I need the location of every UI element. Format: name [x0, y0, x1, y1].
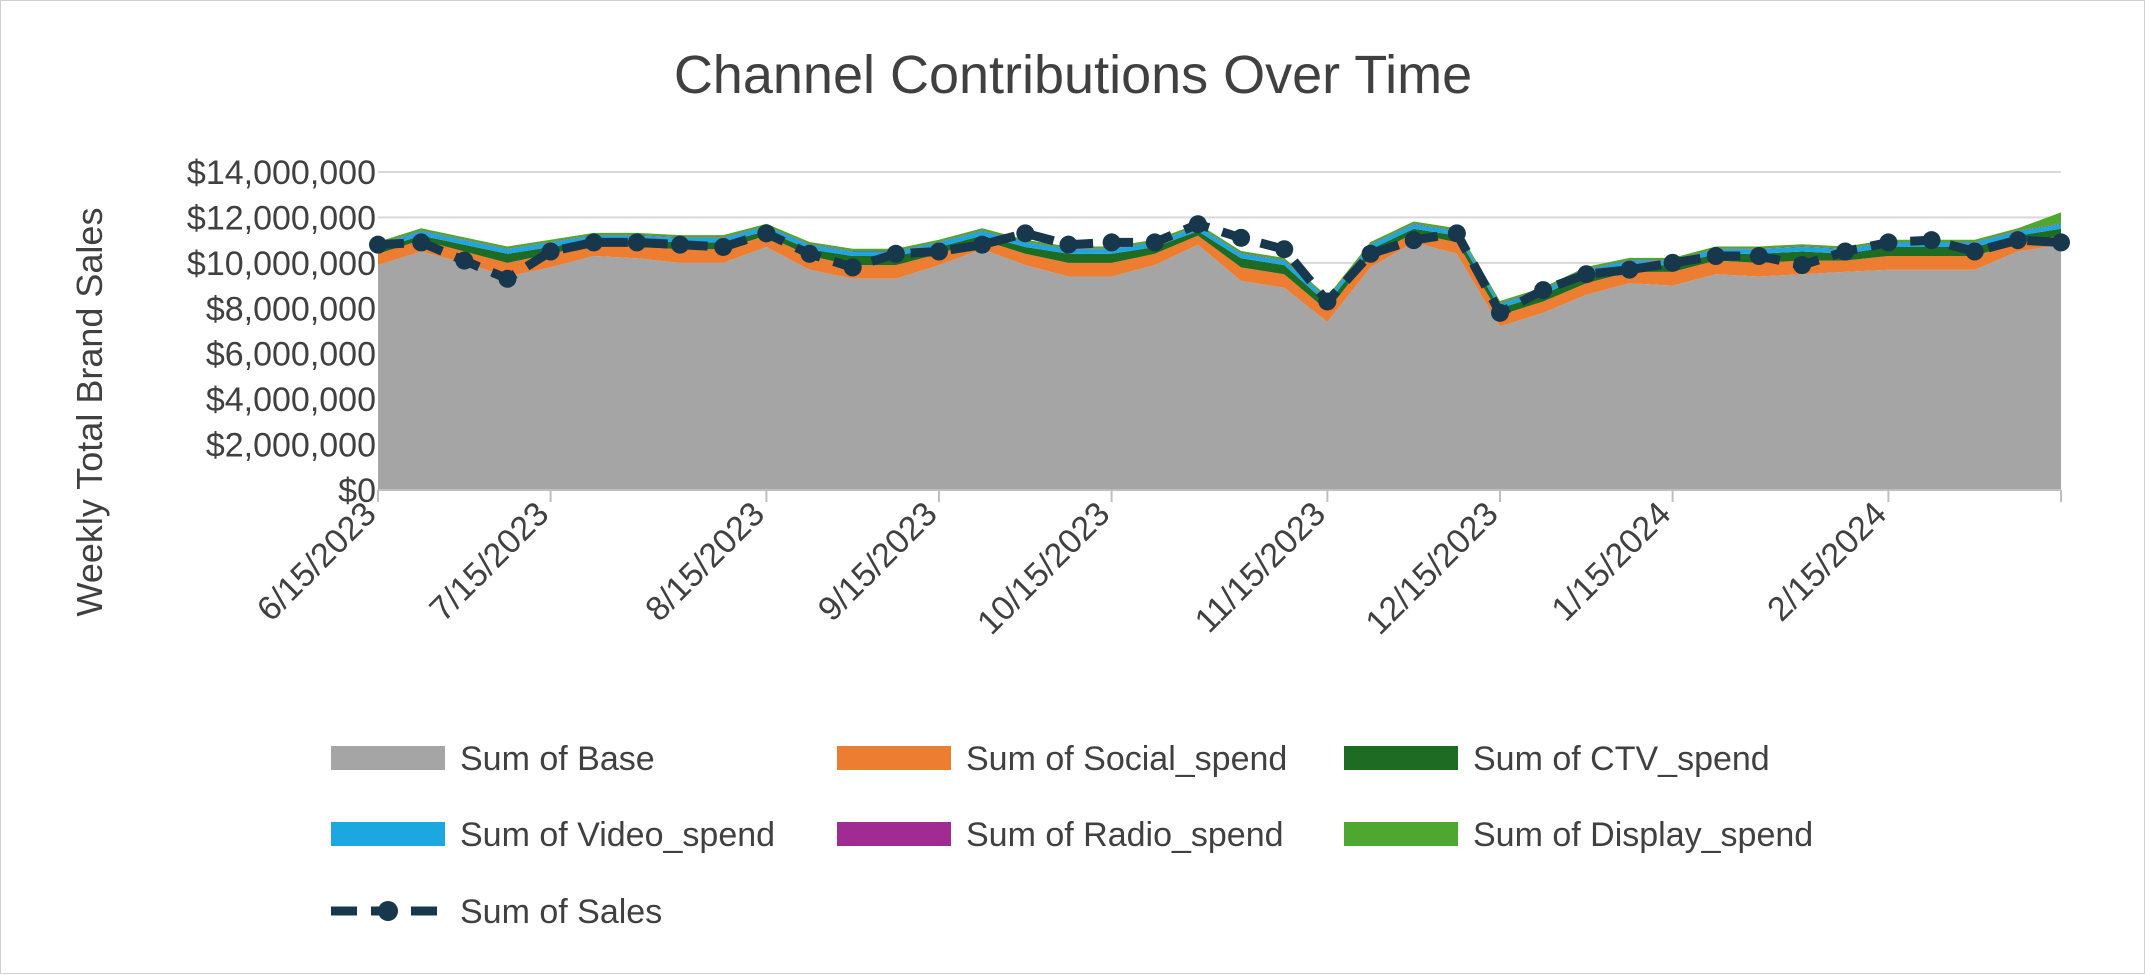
- y-tick-label: $6,000,000: [206, 336, 376, 374]
- sales-point: [1663, 253, 1682, 272]
- sales-point: [1361, 244, 1380, 263]
- sales-point: [455, 251, 474, 270]
- y-tick-label: $8,000,000: [206, 290, 376, 328]
- sales-point: [498, 269, 517, 288]
- sales-line: [377, 219, 2062, 318]
- x-tick-labels: 6/15/2023 7/15/2023 8/15/2023 9/15/2023 10/1…: [250, 495, 1894, 642]
- sales-point: [1318, 292, 1337, 311]
- sales-point: [1749, 247, 1768, 266]
- sales-point: [1275, 240, 1294, 259]
- x-tick-label: 2/15/2024: [1760, 495, 1894, 629]
- legend-swatch: [1344, 822, 1458, 846]
- legend-swatch: [331, 822, 445, 846]
- x-tick-label: 6/15/2023: [250, 495, 384, 629]
- legend-label: Sum of Radio_spend: [966, 816, 1284, 854]
- legend-item: Sum of Social_spend: [837, 740, 1287, 778]
- sales-point: [541, 242, 560, 261]
- x-tick-label: 10/15/2023: [970, 495, 1117, 642]
- sales-point: [1145, 233, 1164, 252]
- legend-label: Sum of Base: [460, 740, 655, 778]
- sales-point: [1922, 231, 1941, 250]
- y-tick-labels: $0 $2,000,000 $4,000,000 $6,000,000 $8,000,0…: [187, 154, 376, 510]
- y-tick-label: $0: [338, 472, 376, 510]
- sales-point: [1016, 224, 1035, 243]
- x-tick-label: 8/15/2023: [638, 495, 772, 629]
- sales-point: [1836, 242, 1855, 261]
- sales-point: [2052, 233, 2070, 252]
- y-tick-label: $4,000,000: [206, 381, 376, 419]
- sales-point: [1491, 303, 1509, 322]
- sales-point: [671, 235, 690, 254]
- sales-point: [1447, 224, 1466, 243]
- sales-point: [843, 258, 862, 277]
- area-sum-of-radio-spend: [378, 223, 2061, 304]
- sales-point: [714, 237, 733, 256]
- legend-item: Sum of CTV_spend: [1344, 740, 1770, 778]
- sales-point: [369, 235, 387, 254]
- y-tick-label: $14,000,000: [187, 154, 376, 192]
- sales-point: [800, 244, 819, 263]
- sales-point: [1793, 256, 1812, 275]
- sales-point: [1965, 242, 1984, 261]
- area-sum-of-video-spend: [378, 224, 2061, 309]
- y-tick-label: $10,000,000: [187, 245, 376, 283]
- sales-point: [1879, 233, 1898, 252]
- sales-point: [1620, 260, 1639, 279]
- sales-point: [1404, 231, 1423, 250]
- legend: Sum of Base Sum of Social_spend Sum of CTV…: [331, 740, 1813, 931]
- legend-label: Sum of Social_spend: [966, 740, 1287, 778]
- legend-item: Sum of Radio_spend: [837, 816, 1284, 854]
- sales-point: [930, 242, 948, 261]
- legend-label: Sum of CTV_spend: [1473, 740, 1770, 778]
- axes: [377, 489, 2062, 502]
- legend-marker: [378, 901, 398, 921]
- sales-point: [757, 224, 776, 243]
- sales-point: [1577, 265, 1596, 284]
- sales-point: [973, 235, 992, 254]
- legend-item: Sum of Display_spend: [1344, 816, 1813, 854]
- y-tick-label: $2,000,000: [206, 427, 376, 465]
- y-tick-label: $12,000,000: [187, 199, 376, 237]
- legend-swatch: [837, 746, 951, 770]
- x-tick-label: 7/15/2023: [422, 495, 556, 629]
- legend-item: Sum of Sales: [331, 893, 662, 931]
- sales-point: [1188, 215, 1207, 234]
- sales-point: [1059, 235, 1078, 254]
- line-series-group: [369, 215, 2070, 322]
- x-tick-label: 12/15/2023: [1358, 495, 1505, 642]
- sales-point: [1706, 247, 1725, 266]
- legend-label: Sum of Sales: [460, 893, 662, 931]
- legend-item: Sum of Base: [331, 740, 655, 778]
- area-series-group: [378, 212, 2061, 490]
- sales-point: [886, 244, 905, 263]
- y-axis-label: Weekly Total Brand Sales: [69, 208, 110, 617]
- sales-point: [412, 233, 431, 252]
- sales-point: [1232, 228, 1251, 247]
- sales-point: [584, 233, 603, 252]
- x-tick-label: 9/15/2023: [811, 495, 945, 629]
- legend-swatch: [837, 822, 951, 846]
- legend-swatch: [331, 746, 445, 770]
- legend-swatch: [1344, 746, 1458, 770]
- sales-point: [2008, 231, 2027, 250]
- sales-point: [1102, 233, 1121, 252]
- area-sum-of-base: [378, 242, 2061, 490]
- x-tick-label: 1/15/2024: [1544, 495, 1678, 629]
- area-sum-of-social-spend: [378, 233, 2061, 327]
- legend-label: Sum of Display_spend: [1473, 816, 1813, 854]
- x-tick-label: 11/15/2023: [1188, 495, 1333, 640]
- chart-title: Channel Contributions Over Time: [674, 45, 1472, 105]
- sales-point: [627, 233, 646, 252]
- sales-point: [1534, 281, 1553, 300]
- legend-item: Sum of Video_spend: [331, 816, 775, 854]
- legend-label: Sum of Video_spend: [460, 816, 775, 854]
